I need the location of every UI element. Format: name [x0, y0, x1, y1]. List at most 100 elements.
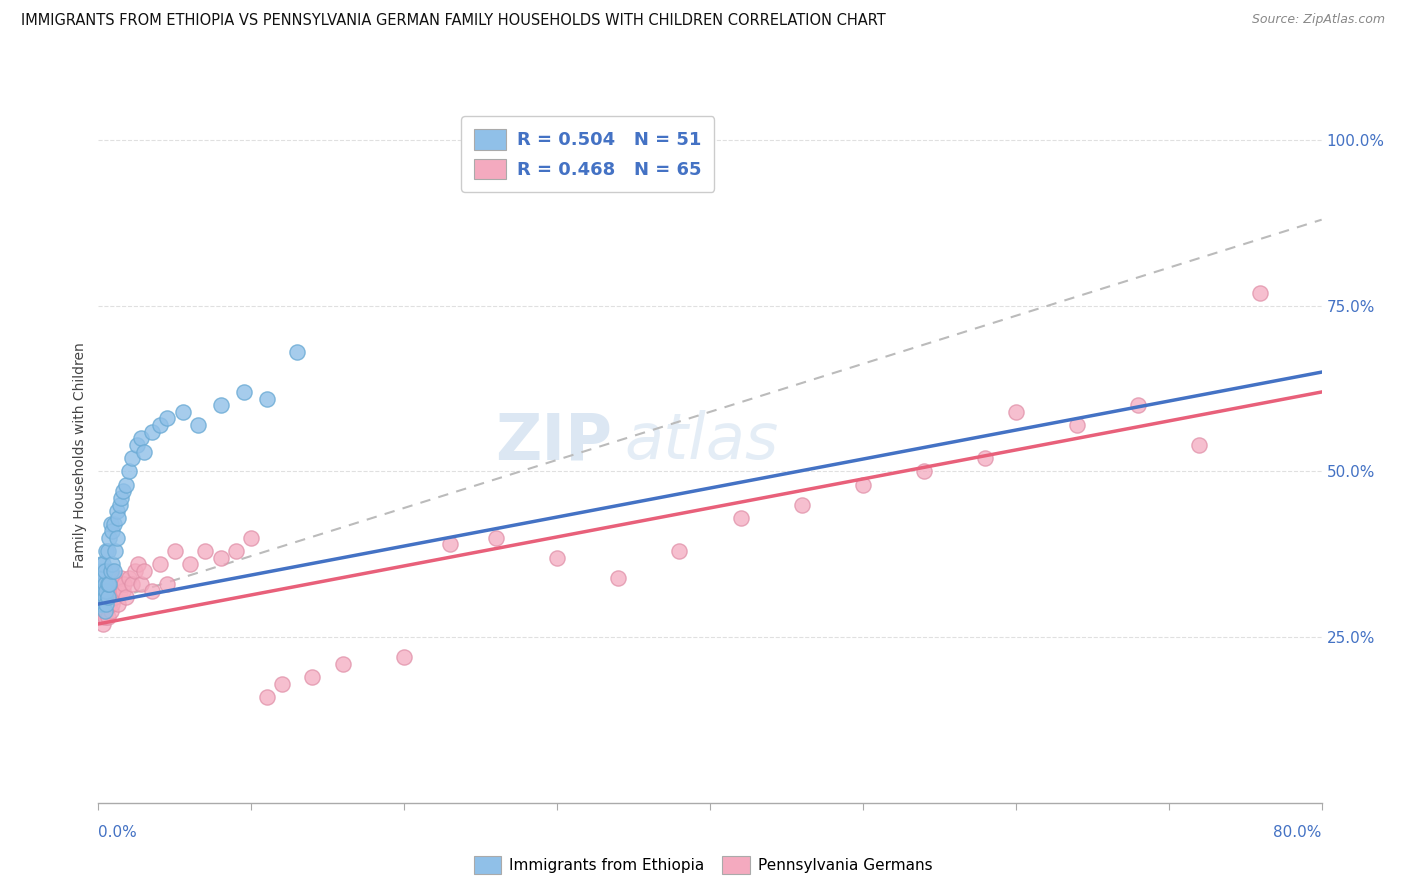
Point: [93, 564, 115, 578]
Point: [668, 544, 690, 558]
Point: [392, 650, 416, 665]
Point: [94, 544, 117, 558]
Point: [104, 591, 127, 605]
Point: [163, 544, 186, 558]
Point: [149, 418, 172, 433]
Point: [97, 610, 120, 624]
Point: [912, 465, 935, 479]
Point: [98, 577, 121, 591]
Point: [129, 431, 152, 445]
Point: [104, 544, 127, 558]
Point: [93, 597, 115, 611]
Point: [100, 564, 122, 578]
Point: [141, 583, 163, 598]
Point: [141, 425, 163, 439]
Point: [156, 577, 179, 591]
Point: [112, 577, 135, 591]
Text: ZIP: ZIP: [495, 410, 612, 472]
Point: [209, 550, 232, 565]
Point: [118, 465, 141, 479]
Point: [89, 583, 111, 598]
Text: atlas: atlas: [624, 410, 779, 472]
Point: [100, 517, 122, 532]
Text: 0.0%: 0.0%: [98, 825, 138, 840]
Point: [107, 511, 129, 525]
Point: [89, 597, 111, 611]
Point: [97, 583, 120, 598]
Text: Source: ZipAtlas.com: Source: ZipAtlas.com: [1251, 13, 1385, 27]
Point: [124, 564, 146, 578]
Point: [129, 577, 152, 591]
Point: [105, 577, 128, 591]
Point: [103, 517, 125, 532]
Point: [90, 577, 112, 591]
Point: [105, 531, 128, 545]
Point: [93, 591, 115, 605]
Point: [179, 558, 201, 572]
Point: [91, 597, 114, 611]
Point: [172, 405, 194, 419]
Point: [485, 531, 508, 545]
Point: [93, 604, 115, 618]
Point: [852, 477, 875, 491]
Point: [91, 570, 114, 584]
Point: [209, 398, 232, 412]
Point: [974, 451, 997, 466]
Point: [91, 616, 114, 631]
Point: [1128, 398, 1150, 412]
Point: [94, 583, 117, 598]
Point: [156, 411, 179, 425]
Point: [730, 511, 752, 525]
Point: [101, 558, 124, 572]
Point: [256, 392, 278, 406]
Point: [100, 604, 122, 618]
Point: [98, 597, 121, 611]
Point: [301, 670, 323, 684]
Point: [194, 544, 217, 558]
Point: [93, 577, 115, 591]
Point: [103, 564, 125, 578]
Y-axis label: Family Households with Children: Family Households with Children: [73, 342, 87, 568]
Point: [100, 591, 122, 605]
Point: [225, 544, 247, 558]
Point: [110, 491, 132, 505]
Point: [91, 591, 114, 605]
Point: [118, 570, 141, 584]
Point: [103, 583, 125, 598]
Point: [105, 504, 128, 518]
Point: [103, 570, 125, 584]
Point: [108, 583, 131, 598]
Point: [270, 676, 292, 690]
Point: [89, 604, 111, 618]
Point: [1004, 405, 1026, 419]
Point: [97, 577, 120, 591]
Point: [115, 591, 138, 605]
Point: [97, 591, 120, 605]
Text: 80.0%: 80.0%: [1274, 825, 1322, 840]
Point: [111, 484, 134, 499]
Point: [101, 524, 124, 538]
Point: [97, 544, 120, 558]
Point: [94, 597, 117, 611]
Point: [90, 583, 112, 598]
Point: [93, 610, 115, 624]
Point: [127, 558, 149, 572]
Point: [101, 597, 124, 611]
Point: [332, 657, 354, 671]
Legend: Immigrants from Ethiopia, Pennsylvania Germans: Immigrants from Ethiopia, Pennsylvania G…: [468, 850, 938, 880]
Point: [1249, 285, 1271, 300]
Point: [93, 577, 115, 591]
Legend: R = 0.504   N = 51, R = 0.468   N = 65: R = 0.504 N = 51, R = 0.468 N = 65: [461, 116, 714, 192]
Point: [98, 531, 121, 545]
Point: [91, 583, 114, 598]
Point: [108, 498, 131, 512]
Text: IMMIGRANTS FROM ETHIOPIA VS PENNSYLVANIA GERMAN FAMILY HOUSEHOLDS WITH CHILDREN : IMMIGRANTS FROM ETHIOPIA VS PENNSYLVANIA…: [21, 13, 886, 29]
Point: [91, 558, 114, 572]
Point: [121, 451, 143, 466]
Point: [125, 438, 148, 452]
Point: [115, 477, 138, 491]
Point: [439, 537, 461, 551]
Point: [90, 597, 112, 611]
Point: [1188, 438, 1211, 452]
Point: [232, 384, 254, 399]
